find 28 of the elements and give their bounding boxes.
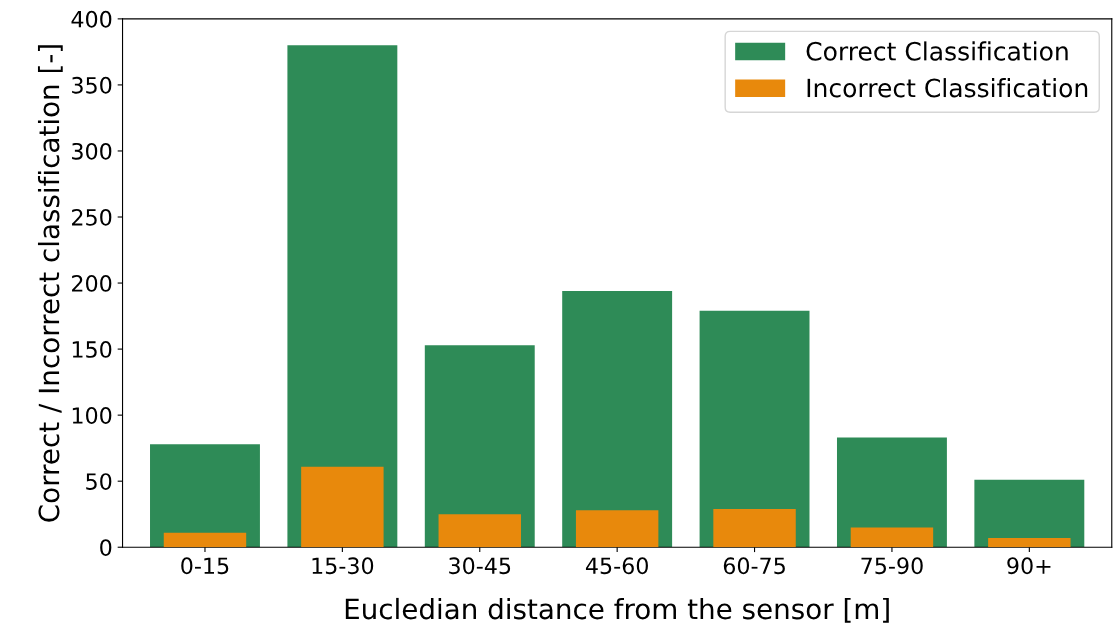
legend-label: Correct Classification	[806, 41, 1068, 61]
bar	[301, 466, 384, 548]
bar	[163, 532, 247, 548]
x-axis-title: Eucledian distance from the sensor [m]	[345, 597, 889, 623]
y-tick-label: 0	[100, 539, 112, 556]
y-axis-title: Correct / Incorrect classification [-]	[37, 45, 63, 522]
y-tick-label: 300	[72, 142, 112, 160]
x-tick-label: 45-60	[585, 557, 648, 575]
y-tick-label: 200	[72, 275, 112, 292]
bar	[988, 537, 1071, 548]
x-tick-label: 15-30	[312, 557, 374, 575]
bar	[974, 479, 1085, 548]
x-tick-label: 30-45	[449, 557, 511, 575]
x-tick-label: 60-75	[723, 557, 785, 575]
bar	[575, 510, 659, 548]
y-tick-label: 50	[86, 473, 112, 490]
x-tick-label: 75-90	[861, 557, 923, 575]
y-tick-label: 250	[72, 208, 112, 226]
bar	[850, 527, 934, 548]
y-tick-label: 400	[71, 10, 112, 28]
x-tick-label: 90+	[1007, 557, 1051, 575]
legend-label: Incorrect Classification	[807, 78, 1088, 98]
y-tick-label: 100	[72, 407, 112, 424]
bar	[438, 514, 521, 548]
y-tick-label: 150	[72, 341, 112, 358]
bar	[713, 508, 796, 548]
y-tick-label: 350	[72, 76, 112, 94]
x-tick-label: 0-15	[181, 557, 229, 575]
